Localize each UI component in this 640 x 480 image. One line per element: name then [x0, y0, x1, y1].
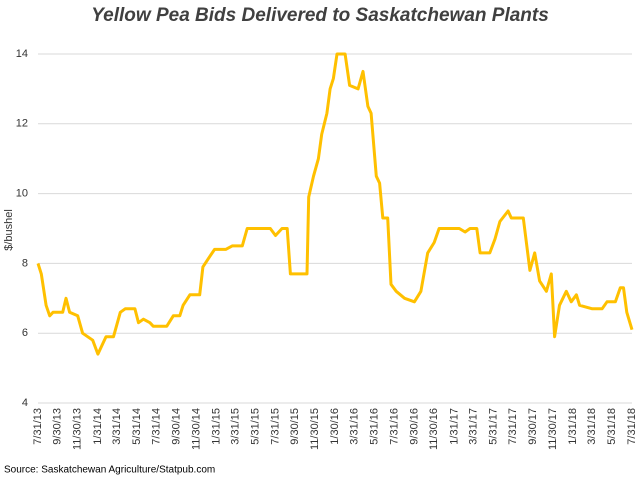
- x-tick-label: 1/31/18: [567, 408, 579, 445]
- source: Source: Saskatchewan Agriculture/Statpub…: [4, 465, 215, 476]
- x-tick-label: 3/31/17: [467, 408, 479, 445]
- x-tick-label: 7/31/15: [269, 408, 281, 445]
- x-tick-label: 9/30/15: [289, 408, 301, 445]
- y-tick-label: 4: [22, 397, 28, 409]
- x-tick-label: 1/31/15: [210, 408, 222, 445]
- x-tick-label: 9/30/14: [170, 408, 182, 445]
- x-tick-label: 7/31/17: [507, 408, 519, 445]
- x-tick-label: 5/31/14: [131, 408, 143, 445]
- x-tick-label: 9/30/16: [408, 408, 420, 445]
- y-tick-label: 10: [16, 188, 28, 200]
- x-tick-label: 7/31/16: [388, 408, 400, 445]
- y-tick-label: 12: [16, 118, 28, 130]
- y-tick-label: 8: [22, 257, 28, 269]
- chart-title: Yellow Pea Bids Delivered to Saskatchewa…: [91, 5, 549, 26]
- x-tick-label: 7/31/13: [32, 408, 44, 445]
- y-axis-label: $/bushel: [3, 209, 15, 251]
- x-tick-label: 5/31/17: [487, 408, 499, 445]
- x-tick-label: 3/31/18: [586, 408, 598, 445]
- line: [36, 52, 634, 356]
- x-tick-label: 5/31/16: [369, 408, 381, 445]
- x-tick-label: 11/30/16: [428, 408, 440, 450]
- x-tick-label: 5/31/18: [606, 408, 618, 445]
- x-tick-label: 11/30/15: [309, 408, 321, 450]
- x-tick-label: 9/30/13: [52, 408, 64, 445]
- x-tick-label: 1/30/16: [329, 408, 341, 445]
- x-tick-label: 9/30/17: [527, 408, 539, 445]
- x-tick-label: 5/31/15: [250, 408, 262, 445]
- x-tick-label: 3/31/15: [230, 408, 242, 445]
- x-tick-label: 7/31/14: [151, 408, 163, 445]
- x-tick-label: 11/30/13: [72, 408, 84, 450]
- x-tick-label: 11/30/17: [547, 408, 559, 450]
- x-tick-label: 1/31/17: [448, 408, 460, 445]
- y-tick-label: 14: [16, 48, 28, 60]
- x-tick-label: 7/31/18: [626, 408, 638, 445]
- x-tick-label: 3/31/16: [349, 408, 361, 445]
- x-tick-label: 11/30/14: [190, 408, 202, 450]
- x-tick-label: 3/31/14: [111, 408, 123, 445]
- y-tick-label: 6: [22, 327, 28, 339]
- x-tick-label: 1/31/14: [92, 408, 104, 445]
